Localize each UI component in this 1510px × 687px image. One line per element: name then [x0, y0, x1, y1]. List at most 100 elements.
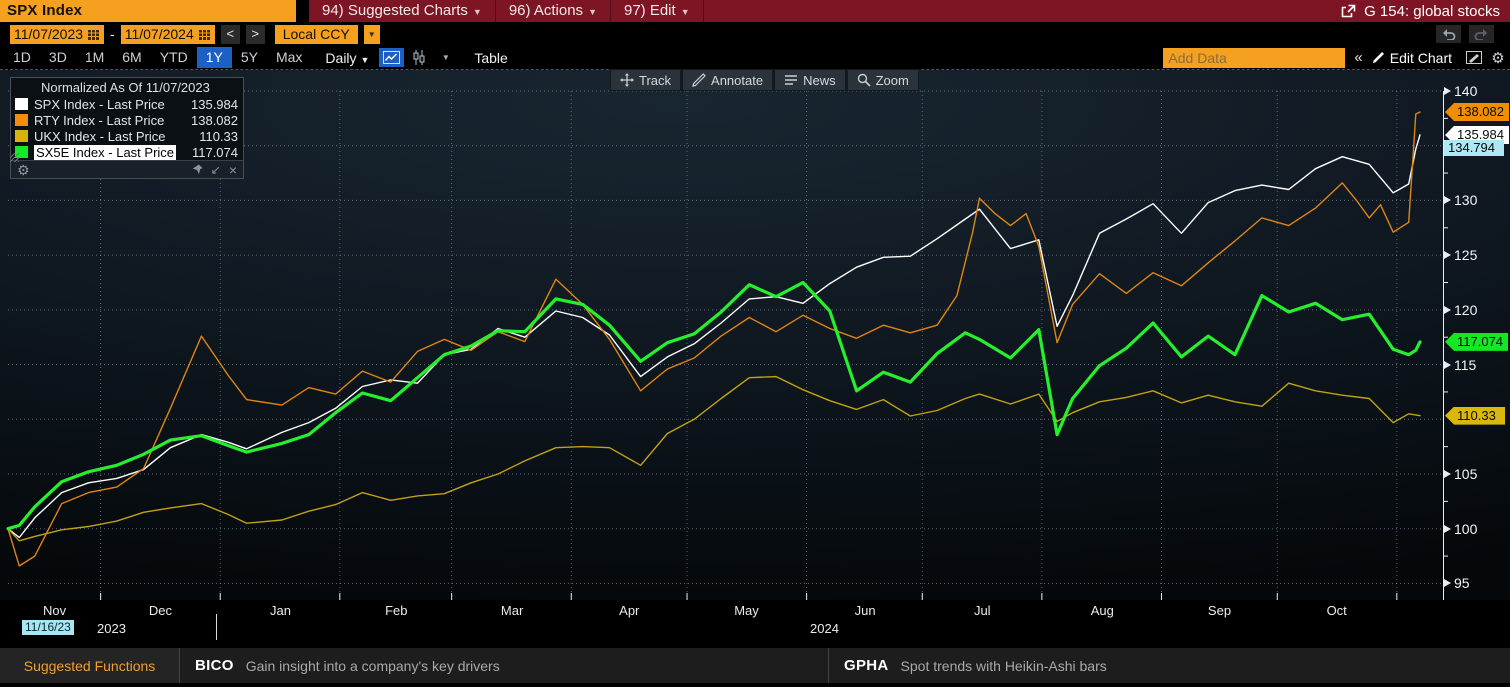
- suggested-functions-bar: Suggested Functions BICO Gain insight in…: [0, 646, 1510, 683]
- range-tab-1m[interactable]: 1M: [84, 49, 105, 65]
- currency-select[interactable]: Local CCY: [274, 24, 358, 44]
- month-label-apr: Apr: [619, 603, 640, 618]
- collapse-panel-button[interactable]: «: [1354, 49, 1363, 66]
- annotate-button[interactable]: Annotate: [683, 70, 773, 90]
- series-sx5e[interactable]: [6, 280, 1422, 531]
- price-badge: 134.794: [1444, 139, 1504, 156]
- undo-button[interactable]: [1436, 25, 1461, 43]
- month-label-may: May: [734, 603, 759, 618]
- legend-series-value: 110.33: [199, 128, 238, 144]
- y-axis-label: 130: [1444, 192, 1477, 208]
- frequency-select[interactable]: Daily ▼: [317, 50, 377, 66]
- news-lines-icon: [785, 75, 798, 85]
- month-label-feb: Feb: [385, 603, 408, 618]
- function-desc: Spot trends with Heikin-Ashi bars: [900, 657, 1107, 674]
- edit-chart-button[interactable]: Edit Chart: [1372, 50, 1462, 66]
- function-shortcut-gpha[interactable]: GPHA Spot trends with Heikin-Ashi bars: [829, 648, 1510, 683]
- tick-arrow: [1444, 360, 1451, 369]
- news-button[interactable]: News: [775, 70, 845, 90]
- chevron-down-icon: ▼: [588, 7, 597, 17]
- tick-arrow: [1444, 524, 1451, 533]
- track-button[interactable]: Track: [611, 70, 681, 90]
- tick-arrow: [1444, 87, 1451, 95]
- next-period-button[interactable]: >: [245, 24, 265, 44]
- legend-item[interactable]: SPX Index - Last Price 135.984: [11, 96, 243, 112]
- divider: [828, 648, 829, 683]
- legend-item[interactable]: SX5E Index - Last Price 117.074: [11, 144, 243, 160]
- range-tab-6m[interactable]: 6M: [122, 49, 142, 65]
- gear-icon[interactable]: ⚙: [1491, 49, 1505, 67]
- year-divider: [216, 614, 217, 640]
- legend-item[interactable]: RTY Index - Last Price 138.082: [11, 112, 243, 128]
- price-badge: 138.082: [1445, 102, 1509, 121]
- function-shortcut-bico[interactable]: BICO Gain insight into a company's key d…: [180, 648, 828, 683]
- candlestick-chart-type-button[interactable]: [406, 48, 431, 67]
- chart-panel[interactable]: Track Annotate News Zoom Normalized As Of 1…: [0, 69, 1510, 601]
- title-bar: SPX Index 94) Suggested Charts ▼ 96) Acti…: [0, 0, 1510, 22]
- screen-title-text: G 154: global stocks: [1364, 2, 1500, 20]
- tick-arrow: [1444, 251, 1451, 260]
- start-date-input[interactable]: 11/07/2023: [10, 24, 105, 44]
- end-date-input[interactable]: 11/07/2024: [120, 24, 215, 44]
- range-tab-1y[interactable]: 1Y: [196, 47, 232, 68]
- menu-edit[interactable]: 97) Edit ▼: [611, 0, 704, 22]
- tick-arrow: [1444, 470, 1451, 478]
- menu-suggested-charts[interactable]: 94) Suggested Charts ▼: [309, 0, 496, 22]
- menu-label: 96) Actions: [508, 2, 584, 19]
- function-code: BICO: [195, 657, 234, 674]
- calendar-icon[interactable]: [198, 28, 211, 41]
- menu-band: 94) Suggested Charts ▼ 96) Actions ▼ 97) E…: [309, 0, 1510, 22]
- add-data-input[interactable]: Add Data: [1163, 47, 1346, 68]
- frequency-value: Daily: [325, 49, 357, 66]
- y-axis-label: 115: [1444, 357, 1476, 373]
- range-tab-5y[interactable]: 5Y: [240, 49, 258, 65]
- y-axis-label: 100: [1444, 521, 1477, 537]
- currency-dropdown-arrow[interactable]: ▼: [363, 24, 380, 44]
- minimize-icon[interactable]: ↙: [210, 162, 221, 177]
- range-tab-max[interactable]: Max: [275, 49, 303, 65]
- resize-grip[interactable]: [10, 153, 19, 162]
- menu-actions[interactable]: 96) Actions ▼: [496, 0, 611, 22]
- chart-annotate-settings-icon[interactable]: [1462, 51, 1486, 64]
- range-tabs: 1D 3D 1M 6M YTD 1Y 5Y Max: [4, 47, 311, 68]
- month-label-sep: Sep: [1207, 603, 1232, 618]
- chart-type-dropdown[interactable]: ▼: [441, 53, 450, 62]
- suggested-functions-label[interactable]: Suggested Functions: [0, 648, 180, 683]
- chevron-down-icon: ▼: [360, 54, 370, 65]
- zoom-button[interactable]: Zoom: [847, 70, 918, 90]
- export-icon[interactable]: [1340, 4, 1356, 19]
- range-tab-3d[interactable]: 3D: [48, 49, 67, 65]
- redo-button[interactable]: [1469, 25, 1494, 43]
- line-chart-type-button[interactable]: [379, 48, 405, 67]
- series-ukx[interactable]: [7, 375, 1421, 542]
- month-label-jan: Jan: [270, 603, 291, 618]
- screen-title: G 154: global stocks: [1340, 0, 1510, 22]
- table-button[interactable]: Table: [474, 49, 508, 66]
- y-axis-label: 125: [1444, 247, 1477, 263]
- month-label-oct: Oct: [1326, 603, 1347, 618]
- range-tab-1d[interactable]: 1D: [13, 49, 31, 65]
- crosshair-icon: [620, 73, 634, 87]
- legend-footer: ⚙ ↙ ×: [10, 153, 243, 178]
- gear-icon[interactable]: ⚙: [17, 161, 30, 178]
- date-range-separator: -: [110, 26, 115, 42]
- calendar-icon[interactable]: [87, 28, 100, 41]
- series-color-swatch: [15, 130, 28, 142]
- legend-series-value: 135.984: [191, 96, 238, 112]
- legend-title: Normalized As Of 11/07/2023: [41, 80, 210, 95]
- prev-period-button[interactable]: <: [220, 24, 240, 44]
- pin-icon[interactable]: [192, 164, 203, 175]
- series-rty[interactable]: [7, 111, 1421, 567]
- security-input[interactable]: SPX Index: [0, 0, 296, 22]
- start-date-value: 11/07/2023: [14, 25, 84, 42]
- series-spx[interactable]: [7, 134, 1421, 539]
- close-icon[interactable]: ×: [228, 161, 237, 178]
- range-tab-ytd[interactable]: YTD: [159, 49, 188, 65]
- series-color-swatch: [15, 98, 28, 110]
- tick-arrow: [1444, 579, 1451, 588]
- chart-legend[interactable]: Normalized As Of 11/07/2023 SPX Index - …: [10, 77, 244, 179]
- legend-item[interactable]: UKX Index - Last Price 110.33: [11, 128, 243, 144]
- legend-series-name: UKX Index - Last Price: [34, 128, 166, 144]
- y-axis-label: 120: [1444, 302, 1477, 318]
- legend-series-name: RTY Index - Last Price: [34, 112, 165, 128]
